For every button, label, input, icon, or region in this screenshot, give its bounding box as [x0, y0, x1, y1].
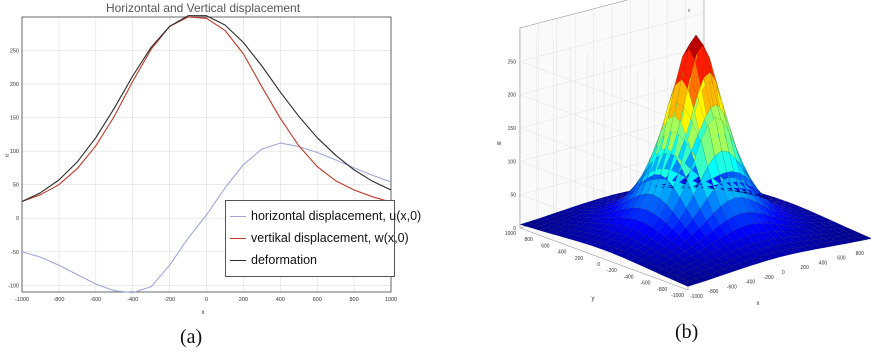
series-line [21, 142, 392, 294]
series-line [21, 15, 392, 202]
legend-swatch [230, 215, 246, 217]
x-tick-label: -600 [727, 284, 737, 290]
y-tick-label: -200 [607, 268, 617, 274]
x-tick-label: 600 [313, 297, 322, 303]
tick-labels: -1000 -800 -600 -400 -200 0 200 400 600 800 1000-1… [8, 49, 397, 303]
z-tick-label: 250 [508, 59, 517, 65]
x-tick-label: -800 [708, 289, 718, 295]
y-tick-label: 200 [10, 82, 19, 88]
z-tick-label: 100 [508, 159, 517, 165]
y-tick-label: 800 [524, 237, 533, 243]
surface-patch [858, 235, 871, 241]
x-tick-label: 0 [205, 297, 208, 303]
x-tick-label: -600 [90, 297, 101, 303]
figure-caption: (b) [675, 321, 699, 343]
x-tick-label: -1000 [15, 297, 29, 303]
legend-label: horizontal displacement, u(x,0) [251, 209, 422, 223]
legend-swatch [230, 237, 246, 239]
y-tick-label: 0 [16, 216, 19, 222]
y-tick-label: -800 [657, 287, 667, 293]
surface-patch [832, 224, 847, 229]
x-tick-label: 400 [276, 297, 285, 303]
x-tick-label: 800 [350, 297, 359, 303]
surface-chart: 0 50 100 150 200 250 1000 800 600 400 200 0 -200 -400… [496, 0, 871, 307]
x-axis-label: x [202, 310, 205, 316]
y-tick-label: 50 [13, 183, 19, 189]
x-tick-label: 0 [782, 270, 785, 276]
legend-entry: deformation [230, 251, 317, 269]
x-tick-label: 1000 [385, 297, 397, 303]
y-tick-label: 600 [541, 243, 550, 249]
surface-patch [838, 227, 854, 232]
x-tick-label: 400 [819, 260, 828, 266]
grid-line [519, 46, 705, 157]
y-tick-label: 250 [10, 49, 19, 55]
surface-patch [800, 209, 814, 213]
y-tick-label: -100 [8, 283, 19, 289]
series-line [21, 16, 392, 203]
y-tick-label: 1000 [505, 231, 516, 237]
z-tick-label: 50 [510, 193, 516, 199]
x-axis-label: x [757, 301, 760, 307]
surface-patch [761, 195, 776, 198]
series-lines [21, 15, 392, 294]
legend-label: vertikal displacement, w(x,0) [251, 231, 409, 245]
x-tick-label: -200 [164, 297, 175, 303]
z-tick-label: 200 [508, 93, 517, 99]
y-tick-label: 200 [575, 256, 584, 262]
z-tick-label: 150 [508, 126, 517, 132]
legend-swatch [230, 259, 246, 261]
y-tick-label: 100 [10, 149, 19, 155]
z-axis-label: w [496, 141, 502, 147]
y-tick-label: 0 [597, 262, 600, 268]
y-axis-label: u [5, 153, 8, 159]
z-tick-label: 0 [513, 226, 516, 232]
tick-labels: 0 50 100 150 200 250 1000 800 600 400 200 0 -200 -400… [505, 59, 864, 300]
grid-line [519, 79, 705, 191]
x-tick-label: -200 [764, 275, 774, 281]
grid-line [519, 13, 705, 124]
line-chart: -1000 -800 -600 -400 -200 0 200 400 600 800 1000-1… [5, 1, 397, 316]
surface-chart-panel: 0 50 100 150 200 250 1000 800 600 400 200 0 -200 -400… [440, 0, 871, 353]
y-axis-label: y [592, 296, 595, 302]
y-tick-label: -400 [624, 274, 634, 280]
legend-label: deformation [251, 253, 318, 267]
y-tick-label: -600 [640, 281, 650, 287]
figure-caption: (a) [180, 326, 203, 348]
chart-legend: horizontal displacement, u(x,0) vertikal… [225, 200, 421, 277]
legend-entry: horizontal displacement, u(x,0) [230, 207, 421, 225]
chart-title: x [688, 8, 691, 14]
legend-entry: vertikal displacement, w(x,0) [230, 229, 409, 247]
y-tick-label: 150 [10, 116, 19, 122]
line-chart-panel: -1000 -800 -600 -400 -200 0 200 400 600 800 1000 -1… [0, 0, 421, 353]
x-tick-label: -1000 [690, 294, 703, 300]
x-tick-label: -800 [53, 297, 64, 303]
x-tick-label: 200 [239, 297, 248, 303]
x-tick-label: 800 [856, 251, 865, 257]
y-tick-label: -50 [11, 250, 19, 256]
plot-frame [21, 16, 392, 293]
chart-title: Horizontal and Vertical displacement [106, 1, 301, 15]
y-tick-label: -1000 [671, 293, 684, 299]
x-tick-label: -400 [745, 280, 755, 286]
surface-patch [787, 204, 801, 208]
x-tick-label: 200 [800, 265, 809, 271]
x-tick-label: -400 [127, 297, 138, 303]
y-tick-label: 400 [558, 250, 567, 256]
x-tick-label: 600 [837, 256, 846, 262]
surface-mesh [519, 34, 871, 287]
